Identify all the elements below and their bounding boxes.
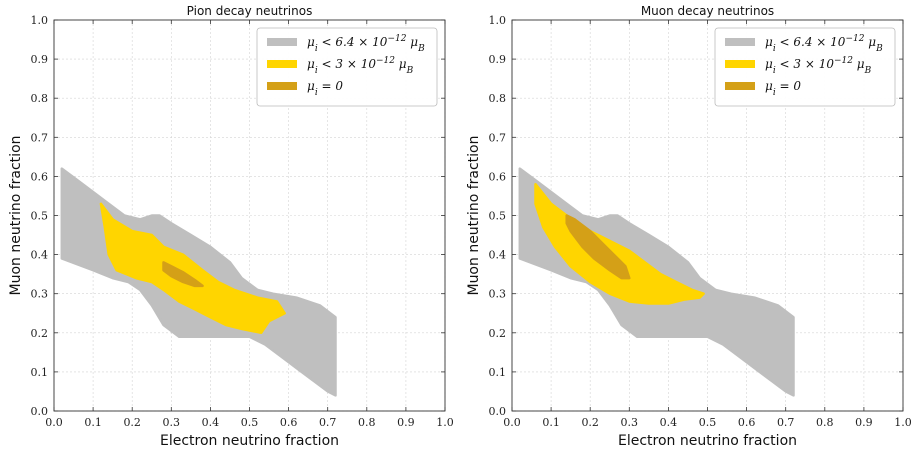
x-tick-label: 0.3 (621, 416, 639, 429)
panel-muon-decay: 0.0 0.1 0.2 0.3 0.4 0.5 0.6 0.7 0.8 0.9 1.0 0.0 0.1 0… (466, 4, 912, 449)
region-yellow (534, 182, 705, 305)
x-tick-label: 0.2 (581, 416, 599, 429)
x-tick-label: 0.8 (358, 416, 376, 429)
legend-swatch (267, 82, 297, 90)
y-tick-label: 0.6 (489, 170, 507, 183)
panel-pion-decay: 0.0 0.1 0.2 0.3 0.4 0.5 0.6 0.7 0.8 0.9 1.0 0.0 0.1 0… (8, 4, 454, 449)
x-tick-label: 0.6 (738, 416, 756, 429)
x-tick-label: 0.7 (319, 416, 337, 429)
y-tick-label: 0.9 (489, 53, 507, 66)
y-tick-label: 1.0 (31, 14, 49, 27)
legend-label: μi < 6.4 × 10−12 μB (307, 34, 425, 54)
y-tick-label: 0.1 (489, 366, 507, 379)
y-tick-label: 0.2 (31, 327, 49, 340)
y-tick-label: 0.5 (489, 210, 507, 223)
chart-title: Muon decay neutrinos (641, 4, 774, 18)
chart-title: Pion decay neutrinos (187, 4, 313, 18)
x-tick-label: 1.0 (436, 416, 454, 429)
region-dark (565, 214, 631, 280)
y-tick-label: 0.4 (31, 249, 49, 262)
x-axis-label: Electron neutrino fraction (618, 433, 797, 449)
y-tick-label: 0.9 (31, 53, 49, 66)
y-tick-label: 0.7 (31, 131, 49, 144)
y-tick-label: 0.7 (489, 131, 507, 144)
legend-swatch (725, 82, 755, 90)
y-tick-label: 0.0 (489, 405, 507, 418)
legend-label: μi < 6.4 × 10−12 μB (765, 34, 883, 54)
y-tick-label: 0.1 (31, 366, 49, 379)
x-tick-label: 0.4 (202, 416, 220, 429)
legend-label: μi = 0 (307, 79, 343, 98)
x-tick-label: 0.5 (241, 416, 259, 429)
legend-label: μi < 3 × 10−12 μB (307, 56, 414, 76)
y-tick-label: 0.5 (31, 210, 49, 223)
x-tick-label: 0.0 (45, 416, 63, 429)
legend-swatch (725, 38, 755, 46)
x-tick-label: 0.7 (777, 416, 795, 429)
legend-label: μi < 3 × 10−12 μB (765, 56, 872, 76)
y-axis-label: Muon neutrino fraction (8, 135, 24, 295)
y-tick-label: 1.0 (489, 14, 507, 27)
x-tick-label: 0.3 (163, 416, 181, 429)
legend-box (256, 27, 438, 107)
y-tick-label: 0.0 (31, 405, 49, 418)
x-tick-label: 0.1 (542, 416, 560, 429)
x-tick-label: 0.6 (280, 416, 298, 429)
x-tick-label: 0.0 (503, 416, 521, 429)
x-tick-label: 0.1 (84, 416, 102, 429)
legend-label: μi = 0 (765, 79, 801, 98)
region-dark (162, 261, 204, 288)
y-tick-label: 0.8 (489, 92, 507, 105)
y-tick-label: 0.3 (489, 288, 507, 301)
y-tick-label: 0.3 (31, 288, 49, 301)
x-tick-label: 0.5 (699, 416, 717, 429)
x-tick-label: 0.9 (397, 416, 415, 429)
y-tick-label: 0.4 (489, 249, 507, 262)
x-tick-label: 1.0 (894, 416, 912, 429)
legend-swatch (267, 60, 297, 68)
y-tick-label: 0.2 (489, 327, 507, 340)
legend-swatch (267, 38, 297, 46)
x-tick-label: 0.9 (855, 416, 873, 429)
region-yellow (99, 202, 286, 335)
x-axis-label: Electron neutrino fraction (160, 433, 339, 449)
y-tick-label: 0.8 (31, 92, 49, 105)
x-tick-label: 0.4 (660, 416, 678, 429)
y-tick-label: 0.6 (31, 170, 49, 183)
x-tick-label: 0.8 (816, 416, 834, 429)
x-tick-label: 0.2 (123, 416, 141, 429)
y-axis-label: Muon neutrino fraction (466, 135, 482, 295)
legend-box (714, 27, 896, 107)
legend-swatch (725, 60, 755, 68)
